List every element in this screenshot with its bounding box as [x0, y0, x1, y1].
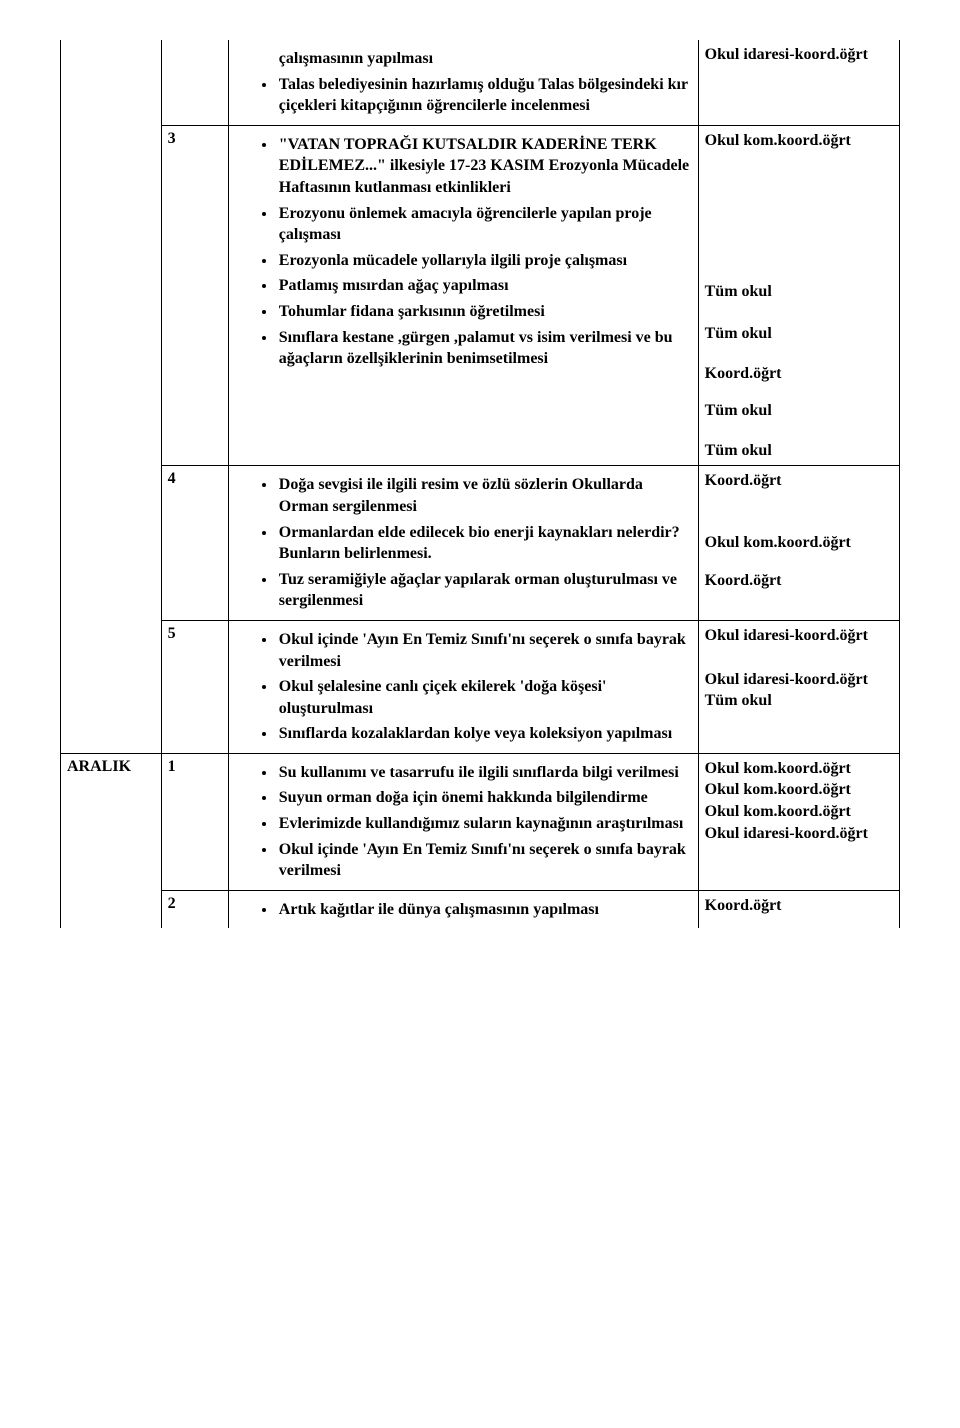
activity-item: Erozyonla mücadele yollarıyla ilgili pro…: [277, 250, 692, 272]
responsible-item: Okul kom.koord.öğrt: [705, 130, 893, 152]
table-row: ARALIK1Su kullanımı ve tasarrufu ile ilg…: [61, 753, 900, 890]
responsible-item: Okul idaresi-koord.öğrt: [705, 823, 893, 845]
week-cell: 3: [161, 125, 228, 466]
week-cell: 2: [161, 890, 228, 928]
responsible-item: Okul idaresi-koord.öğrt: [705, 44, 893, 66]
activity-list: Okul içinde 'Ayın En Temiz Sınıfı'nı seç…: [235, 629, 692, 745]
activity-list: çalışmasının yapılması Talas belediyesini…: [235, 48, 692, 117]
month-cell: ARALIK: [61, 753, 162, 928]
week-cell: [161, 40, 228, 125]
activity-list: Doğa sevgisi ile ilgili resim ve özlü sö…: [235, 474, 692, 612]
activity-item: Evlerimizde kullandığımız suların kaynağ…: [277, 813, 692, 835]
responsible-item: Okul kom.koord.öğrt: [705, 758, 893, 780]
responsibles-cell: Okul kom.koord.öğrtOkul kom.koord.öğrtOk…: [698, 753, 899, 890]
table-row: 3 "VATAN TOPRAĞI KUTSALDIR KADERİNE TERK …: [61, 125, 900, 466]
responsible-item: Okul idaresi-koord.öğrt: [705, 669, 893, 691]
week-cell: 5: [161, 620, 228, 753]
activity-item: Talas belediyesinin hazırlamış olduğu Ta…: [277, 74, 692, 117]
activity-item: Suyun orman doğa için önemi hakkında bil…: [277, 787, 692, 809]
activity-item: Sınıflara kestane ,gürgen ,palamut vs is…: [277, 327, 692, 370]
responsibles-cell: Koord.öğrt Okul kom.koord.öğrt Koord.öğrt: [698, 466, 899, 621]
week-cell: 4: [161, 466, 228, 621]
activity-item: Su kullanımı ve tasarrufu ile ilgili sın…: [277, 762, 692, 784]
responsible-item: Koord.öğrt: [705, 895, 893, 917]
activity-list: Artık kağıtlar ile dünya çalışmasının ya…: [235, 899, 692, 921]
activity-list: "VATAN TOPRAĞI KUTSALDIR KADERİNE TERK E…: [235, 134, 692, 370]
activity-item: "VATAN TOPRAĞI KUTSALDIR KADERİNE TERK E…: [277, 134, 692, 199]
responsible-item: Okul kom.koord.öğrt: [705, 532, 893, 554]
table-row: çalışmasının yapılması Talas belediyesini…: [61, 40, 900, 125]
activity-item: çalışmasının yapılması: [277, 48, 692, 70]
responsibles-cell: Okul kom.koord.öğrt Tüm okul Tüm okul Koord…: [698, 125, 899, 466]
responsible-item: Koord.öğrt: [705, 570, 893, 592]
table-row: 5 Okul içinde 'Ayın En Temiz Sınıfı'nı se…: [61, 620, 900, 753]
week-cell: 1: [161, 753, 228, 890]
activity-item: Tuz seramiğiyle ağaçlar yapılarak orman …: [277, 569, 692, 612]
activity-item: Ormanlardan elde edilecek bio enerji kay…: [277, 522, 692, 565]
responsible-item: Tüm okul: [705, 690, 893, 712]
activity-item: Doğa sevgisi ile ilgili resim ve özlü sö…: [277, 474, 692, 517]
activity-item: Erozyonu önlemek amacıyla öğrencilerle y…: [277, 203, 692, 246]
responsible-item: Okul kom.koord.öğrt: [705, 801, 893, 823]
table-row: 2 Artık kağıtlar ile dünya çalışmasının y…: [61, 890, 900, 928]
activity-item: Tohumlar fidana şarkısının öğretilmesi: [277, 301, 692, 323]
activity-item: Okul içinde 'Ayın En Temiz Sınıfı'nı seç…: [277, 839, 692, 882]
activity-item: Okul içinde 'Ayın En Temiz Sınıfı'nı seç…: [277, 629, 692, 672]
responsible-item: Tüm okul: [705, 400, 893, 422]
responsibles-cell: Okul idaresi-koord.öğrt Okul idaresi-koor…: [698, 620, 899, 753]
activity-list: Su kullanımı ve tasarrufu ile ilgili sın…: [235, 762, 692, 882]
activities-cell: Okul içinde 'Ayın En Temiz Sınıfı'nı seç…: [228, 620, 698, 753]
responsible-item: Tüm okul: [705, 323, 893, 345]
responsible-item: Tüm okul: [705, 281, 893, 303]
activity-item: Sınıflarda kozalaklardan kolye veya kole…: [277, 723, 692, 745]
activities-cell: "VATAN TOPRAĞI KUTSALDIR KADERİNE TERK E…: [228, 125, 698, 466]
activities-cell: çalışmasının yapılması Talas belediyesini…: [228, 40, 698, 125]
responsible-item: Koord.öğrt: [705, 470, 893, 492]
responsibles-cell: Okul idaresi-koord.öğrt: [698, 40, 899, 125]
activities-cell: Doğa sevgisi ile ilgili resim ve özlü sö…: [228, 466, 698, 621]
responsible-item: Okul kom.koord.öğrt: [705, 779, 893, 801]
month-cell: [61, 40, 162, 753]
responsible-item: Koord.öğrt: [705, 363, 893, 385]
table-row: 4 Doğa sevgisi ile ilgili resim ve özlü s…: [61, 466, 900, 621]
activity-item: Artık kağıtlar ile dünya çalışmasının ya…: [277, 899, 692, 921]
activity-item: Patlamış mısırdan ağaç yapılması: [277, 275, 692, 297]
activity-item: Okul şelalesine canlı çiçek ekilerek 'do…: [277, 676, 692, 719]
activity-plan-table: çalışmasının yapılması Talas belediyesini…: [60, 40, 900, 928]
responsible-item: Okul idaresi-koord.öğrt: [705, 625, 893, 647]
activities-cell: Artık kağıtlar ile dünya çalışmasının ya…: [228, 890, 698, 928]
activities-cell: Su kullanımı ve tasarrufu ile ilgili sın…: [228, 753, 698, 890]
responsible-item: Tüm okul: [705, 440, 893, 462]
responsibles-cell: Koord.öğrt: [698, 890, 899, 928]
